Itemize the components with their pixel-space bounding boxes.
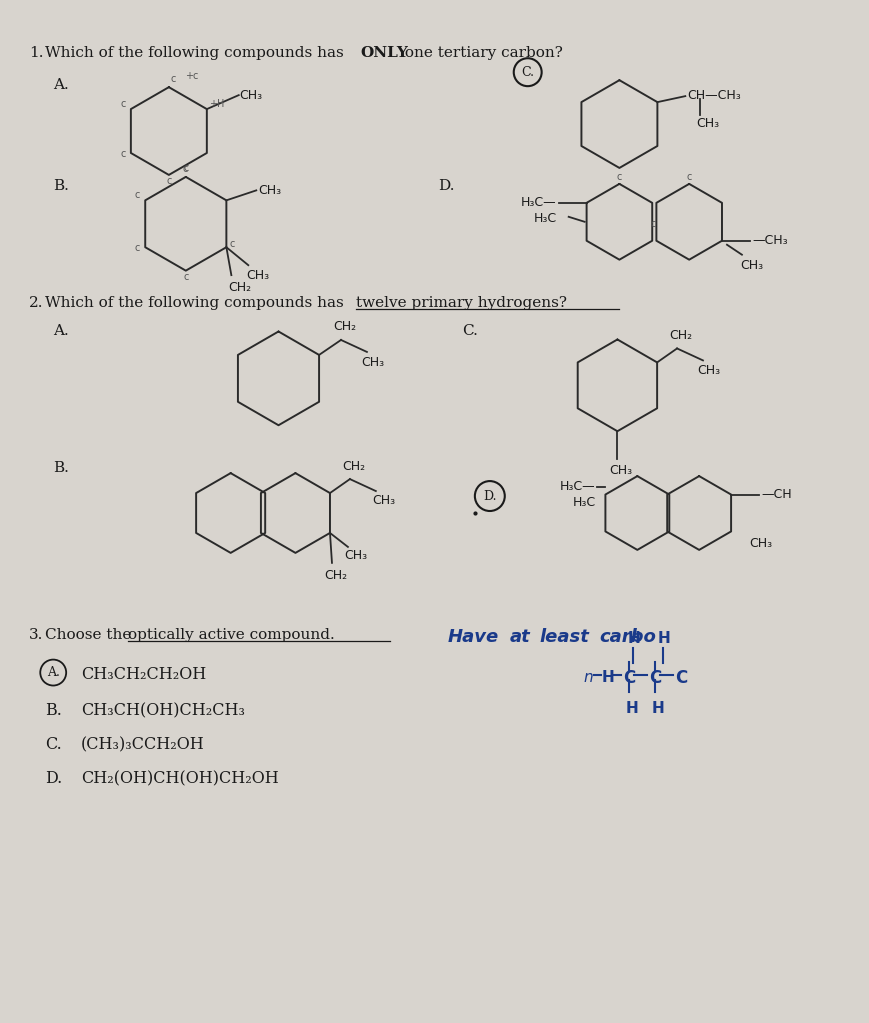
Text: c: c bbox=[686, 172, 691, 182]
Text: CH₃: CH₃ bbox=[343, 549, 367, 562]
Text: 3.: 3. bbox=[30, 628, 43, 641]
Text: c: c bbox=[121, 149, 126, 159]
Text: CH₃: CH₃ bbox=[609, 464, 632, 477]
Text: CH₃: CH₃ bbox=[696, 364, 720, 377]
Text: D.: D. bbox=[45, 770, 63, 788]
Text: 1.: 1. bbox=[30, 46, 43, 60]
Text: C.: C. bbox=[45, 737, 62, 753]
Text: c: c bbox=[183, 163, 189, 173]
Text: A.: A. bbox=[53, 78, 69, 92]
Text: least: least bbox=[539, 628, 589, 646]
Text: H: H bbox=[627, 630, 640, 646]
Text: Which of the following compounds has: Which of the following compounds has bbox=[45, 46, 348, 60]
Text: A.: A. bbox=[47, 666, 60, 679]
Text: optically active compound.: optically active compound. bbox=[128, 628, 335, 641]
Text: c: c bbox=[134, 190, 140, 201]
Text: CH₃: CH₃ bbox=[258, 184, 281, 196]
Text: one tertiary carbon?: one tertiary carbon? bbox=[400, 46, 562, 60]
Text: —CH₃: —CH₃ bbox=[751, 234, 786, 248]
Text: CH—CH₃: CH—CH₃ bbox=[687, 89, 740, 101]
Text: H: H bbox=[600, 670, 614, 685]
Text: CH₂: CH₂ bbox=[668, 329, 692, 343]
Text: 2.: 2. bbox=[30, 296, 43, 310]
Text: H₃C: H₃C bbox=[533, 213, 556, 225]
Text: C.: C. bbox=[521, 65, 534, 79]
Text: c: c bbox=[134, 243, 140, 254]
Text: c: c bbox=[229, 239, 235, 250]
Text: CH₃CH₂CH₂OH: CH₃CH₂CH₂OH bbox=[81, 666, 206, 682]
Text: H: H bbox=[657, 630, 669, 646]
Text: B.: B. bbox=[45, 703, 62, 719]
Text: CH₂(OH)CH(OH)CH₂OH: CH₂(OH)CH(OH)CH₂OH bbox=[81, 770, 279, 788]
Text: D.: D. bbox=[437, 179, 454, 193]
Text: c: c bbox=[182, 164, 188, 174]
Text: (CH₃)₃CCH₂OH: (CH₃)₃CCH₂OH bbox=[81, 737, 204, 753]
Text: Choose the: Choose the bbox=[45, 628, 136, 641]
Text: C.: C. bbox=[461, 323, 477, 338]
Text: CH₃CH(OH)CH₂CH₃: CH₃CH(OH)CH₂CH₃ bbox=[81, 703, 245, 719]
Text: C: C bbox=[623, 669, 635, 686]
Text: CH₂: CH₂ bbox=[228, 281, 251, 295]
Text: twelve primary hydrogens?: twelve primary hydrogens? bbox=[355, 296, 567, 310]
Text: ONLY: ONLY bbox=[360, 46, 408, 60]
Text: Which of the following compounds has: Which of the following compounds has bbox=[45, 296, 348, 310]
Text: CH₃: CH₃ bbox=[739, 259, 762, 272]
Text: n: n bbox=[583, 670, 593, 685]
Text: CH₃: CH₃ bbox=[371, 494, 395, 507]
Text: H₃C—: H₃C— bbox=[521, 196, 556, 210]
Text: CH₂: CH₂ bbox=[333, 320, 355, 332]
Text: CH₃: CH₃ bbox=[695, 117, 719, 130]
Text: CH₂: CH₂ bbox=[323, 569, 347, 582]
Text: D.: D. bbox=[482, 490, 496, 502]
Text: B.: B. bbox=[53, 461, 69, 475]
Text: CH₃: CH₃ bbox=[240, 89, 262, 101]
Text: A.: A. bbox=[53, 323, 69, 338]
Text: C: C bbox=[648, 669, 660, 686]
Text: B.: B. bbox=[53, 179, 69, 193]
Text: H: H bbox=[625, 702, 637, 716]
Text: H: H bbox=[651, 702, 663, 716]
Text: c: c bbox=[121, 99, 126, 109]
Text: CH₃: CH₃ bbox=[748, 537, 772, 550]
Text: —CH: —CH bbox=[760, 488, 791, 501]
Text: c: c bbox=[649, 219, 655, 229]
Text: C: C bbox=[674, 669, 687, 686]
Text: +c: +c bbox=[184, 72, 198, 81]
Text: CH₂: CH₂ bbox=[342, 460, 365, 473]
Text: c: c bbox=[616, 172, 621, 182]
Text: CH₃: CH₃ bbox=[246, 269, 269, 282]
Text: carbo: carbo bbox=[599, 628, 655, 646]
Text: +H: +H bbox=[209, 99, 224, 109]
Text: c: c bbox=[183, 272, 189, 281]
Text: Have: Have bbox=[448, 628, 499, 646]
Text: c: c bbox=[170, 75, 176, 84]
Text: CH₃: CH₃ bbox=[361, 356, 383, 369]
Text: at: at bbox=[509, 628, 530, 646]
Text: H₃C: H₃C bbox=[572, 496, 594, 509]
Text: c: c bbox=[167, 176, 172, 186]
Text: H₃C—: H₃C— bbox=[559, 480, 594, 493]
